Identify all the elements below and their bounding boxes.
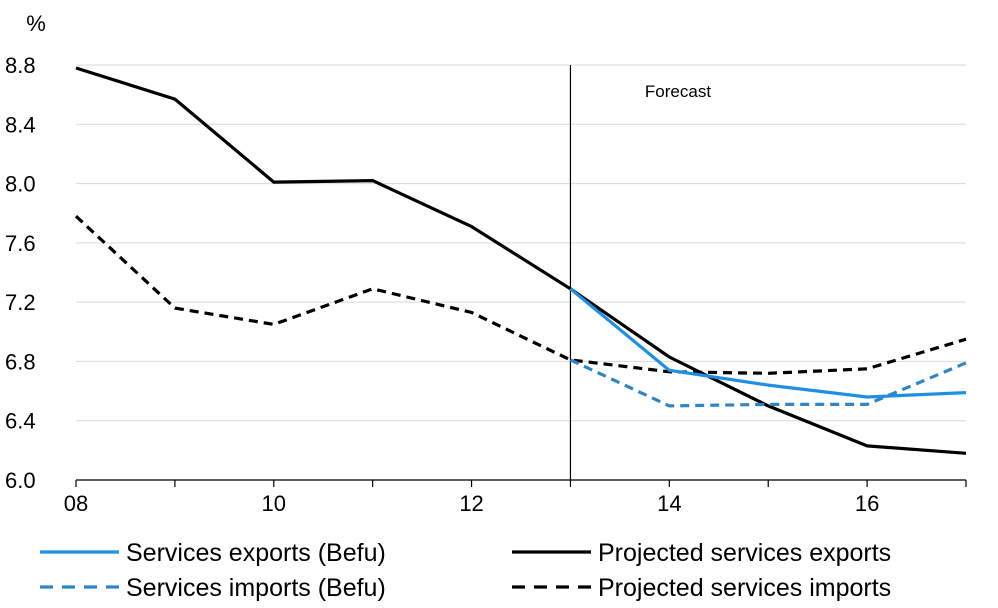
x-tick-label: 16	[855, 491, 879, 516]
y-tick-label: 8.0	[5, 172, 36, 197]
legend-label: Services exports (Befu)	[126, 539, 386, 567]
x-tick-label: 12	[459, 491, 483, 516]
series-line	[569, 287, 967, 399]
x-tick-label: 08	[64, 491, 88, 516]
legend-label: Projected services exports	[598, 539, 891, 567]
x-tick-label: 14	[657, 491, 681, 516]
y-tick-label: 8.4	[5, 112, 36, 137]
legend-label: Projected services imports	[598, 574, 891, 602]
forecast-annotation: Forecast	[645, 82, 711, 101]
series-line	[74, 215, 967, 375]
y-axis-ticks: 6.0 6.4 6.8 7.2 7.6 8.0 8.4 8.8	[5, 53, 36, 493]
x-axis-ticks: 08 10 12 14 16	[64, 480, 967, 516]
legend-label: Services imports (Befu)	[126, 574, 386, 602]
data-series	[74, 66, 967, 455]
series-line	[75, 66, 967, 455]
y-tick-label: 7.2	[5, 290, 36, 315]
gridlines	[76, 64, 966, 481]
y-tick-label: 6.0	[5, 468, 36, 493]
y-axis-unit-label: %	[26, 11, 46, 36]
y-tick-label: 6.4	[5, 409, 36, 434]
legend: Services exports (Befu) Projected service…	[40, 539, 891, 602]
y-tick-label: 8.8	[5, 53, 36, 78]
y-tick-label: 7.6	[5, 231, 36, 256]
y-tick-label: 6.8	[5, 349, 36, 374]
series-line	[569, 358, 967, 408]
x-tick-label: 10	[262, 491, 286, 516]
